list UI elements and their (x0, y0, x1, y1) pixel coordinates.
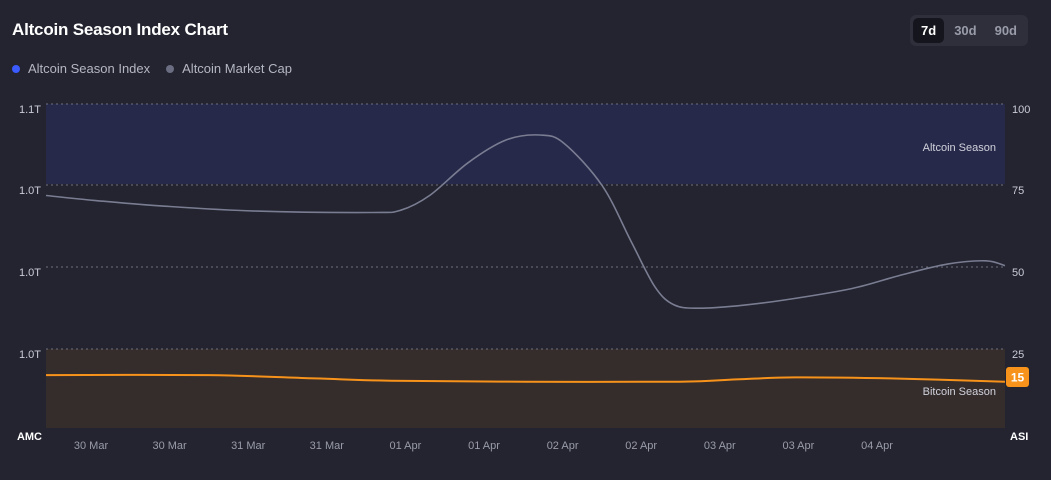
altcoin-season-zone (46, 104, 1005, 184)
x-tick-label: 31 Mar (310, 440, 345, 452)
chart-title: Altcoin Season Index Chart (12, 20, 228, 39)
range-7d-button[interactable]: 7d (913, 18, 945, 43)
x-tick-label: 01 Apr (468, 440, 500, 452)
legend-item-market-cap[interactable]: Altcoin Market Cap (166, 61, 292, 76)
x-tick-label: 03 Apr (704, 440, 736, 452)
legend-label-index: Altcoin Season Index (28, 61, 151, 76)
bitcoin-season-zone (46, 349, 1005, 428)
range-selector: 7d 30d 90d (910, 15, 1028, 46)
x-tick-label: 01 Apr (389, 440, 421, 452)
legend-label-market-cap: Altcoin Market Cap (182, 61, 292, 76)
legend-item-index[interactable]: Altcoin Season Index (12, 61, 150, 76)
x-tick-label: 30 Mar (74, 440, 109, 452)
left-tick-0: 1.1T (19, 104, 41, 116)
right-tick-3: 25 (1012, 349, 1024, 361)
right-tick-2: 50 (1012, 267, 1024, 279)
left-tick-2: 1.0T (19, 267, 41, 279)
x-tick-label: 31 Mar (231, 440, 266, 452)
legend: Altcoin Season Index Altcoin Market Cap (12, 61, 292, 76)
legend-dot-index (12, 64, 20, 73)
x-tick-label: 04 Apr (861, 440, 893, 452)
left-tick-3: 1.0T (19, 349, 41, 361)
x-tick-label: 02 Apr (547, 440, 579, 452)
x-tick-label: 02 Apr (625, 440, 657, 452)
current-value-label: 15 (1011, 371, 1025, 385)
x-tick-label: 03 Apr (782, 440, 814, 452)
x-axis: 30 Mar 30 Mar 31 Mar 31 Mar 01 Apr 01 Apr 02 A… (74, 440, 893, 452)
market-cap-series-line (45, 134, 1006, 310)
legend-dot-market-cap (166, 64, 175, 73)
current-value-badge (1006, 367, 1029, 387)
right-axis-label: ASI (1010, 431, 1028, 443)
index-series-line (45, 373, 1006, 383)
left-axis-label: AMC (17, 431, 42, 443)
altcoin-season-label: Altcoin Season (923, 142, 996, 154)
right-tick-0: 100 (1012, 104, 1030, 116)
range-30d-button[interactable]: 30d (954, 23, 977, 38)
x-tick-label: 30 Mar (152, 440, 187, 452)
range-90d-button[interactable]: 90d (994, 23, 1017, 38)
right-tick-1: 75 (1012, 185, 1024, 197)
left-tick-1: 1.0T (19, 185, 41, 197)
bitcoin-season-label: Bitcoin Season (923, 386, 996, 398)
